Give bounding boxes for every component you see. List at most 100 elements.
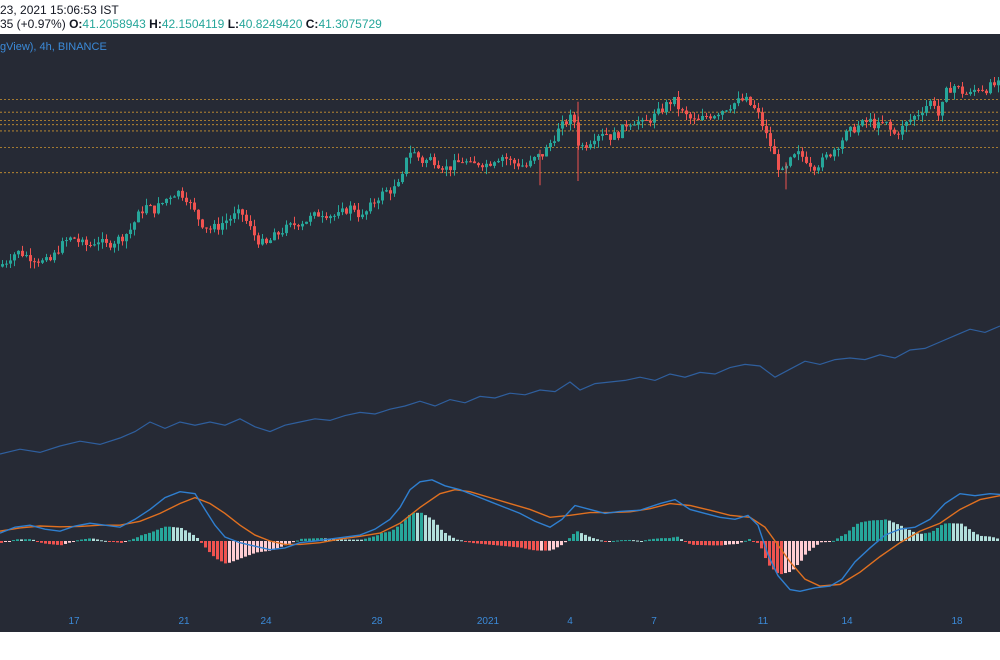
candle-body bbox=[601, 133, 604, 136]
macd-histogram-bar bbox=[224, 541, 227, 564]
macd-histogram-bar bbox=[316, 538, 319, 541]
macd-histogram-bar bbox=[160, 527, 163, 541]
candle-body bbox=[281, 233, 284, 235]
candle-body bbox=[641, 119, 644, 122]
macd-histogram-bar bbox=[884, 519, 887, 541]
candle-body bbox=[261, 238, 264, 245]
macd-histogram-bar bbox=[580, 533, 583, 541]
macd-histogram-bar bbox=[528, 541, 531, 550]
candle-body bbox=[305, 221, 308, 224]
macd-histogram-bar bbox=[944, 523, 947, 541]
candle-body bbox=[169, 197, 172, 199]
candle-body bbox=[617, 132, 620, 139]
macd-histogram-bar bbox=[632, 540, 635, 542]
macd-histogram-bar bbox=[248, 541, 251, 556]
candle-body bbox=[873, 118, 876, 129]
macd-histogram-bar bbox=[840, 535, 843, 541]
candle-body bbox=[733, 103, 736, 110]
macd-histogram-bar bbox=[888, 520, 891, 541]
candle-body bbox=[809, 162, 812, 167]
candle-body bbox=[21, 250, 24, 257]
macd-histogram-bar bbox=[928, 532, 931, 541]
candle-body bbox=[729, 109, 732, 111]
candle-body bbox=[861, 120, 864, 126]
candle-body bbox=[801, 151, 804, 157]
candle-body bbox=[605, 133, 608, 135]
candle-body bbox=[637, 121, 640, 125]
high-label: H: bbox=[149, 17, 162, 31]
macd-histogram-bar bbox=[608, 541, 611, 542]
macd-histogram-bar bbox=[568, 538, 571, 541]
macd-histogram-bar bbox=[612, 540, 615, 542]
macd-line bbox=[0, 479, 1000, 593]
candle-body bbox=[657, 108, 660, 114]
candle-body bbox=[529, 160, 532, 167]
macd-histogram-bar bbox=[572, 533, 575, 541]
macd-histogram-bar bbox=[780, 541, 783, 575]
macd-histogram-bar bbox=[912, 531, 915, 541]
macd-histogram-bar bbox=[284, 541, 287, 546]
macd-histogram-bar bbox=[832, 540, 835, 542]
candle-body bbox=[233, 213, 236, 219]
candle-body bbox=[977, 89, 980, 91]
candle-body bbox=[957, 86, 960, 88]
macd-histogram-bar bbox=[192, 534, 195, 541]
candle-body bbox=[477, 163, 480, 166]
macd-histogram-bar bbox=[388, 531, 391, 541]
macd-histogram-bar bbox=[480, 541, 483, 544]
candle-body bbox=[749, 96, 752, 106]
macd-histogram-bar bbox=[856, 523, 859, 541]
macd-histogram-bar bbox=[108, 541, 111, 542]
bottom-strip bbox=[0, 632, 1000, 660]
macd-histogram-bar bbox=[484, 541, 487, 545]
macd-histogram-bar bbox=[364, 538, 367, 541]
macd-histogram-bar bbox=[784, 541, 787, 574]
candle-body bbox=[13, 254, 16, 261]
candle-body bbox=[541, 154, 544, 157]
chart-header: 23, 2021 15:06:53 IST 35 (+0.97%) O:41.2… bbox=[0, 0, 1000, 34]
macd-histogram-bar bbox=[376, 535, 379, 541]
macd-histogram-bar bbox=[732, 541, 735, 545]
macd-histogram-bar bbox=[680, 539, 683, 541]
macd-histogram-bar bbox=[588, 536, 591, 541]
candle-body bbox=[773, 146, 776, 155]
macd-histogram-bar bbox=[292, 541, 295, 543]
macd-histogram-bar bbox=[276, 541, 279, 549]
candle-body bbox=[465, 161, 468, 163]
macd-histogram-bar bbox=[72, 541, 75, 542]
candle-body bbox=[453, 160, 456, 171]
candle-body bbox=[241, 209, 244, 215]
candle-body bbox=[557, 128, 560, 142]
macd-histogram-bar bbox=[952, 523, 955, 541]
macd-histogram-bar bbox=[344, 539, 347, 541]
candle-body bbox=[189, 202, 192, 204]
macd-histogram-bar bbox=[512, 541, 515, 547]
macd-histogram-bar bbox=[584, 534, 587, 541]
candle-body bbox=[725, 110, 728, 112]
candle-body bbox=[253, 226, 256, 236]
candle-body bbox=[913, 115, 916, 120]
candle-body bbox=[645, 119, 648, 121]
candle-body bbox=[769, 133, 772, 147]
macd-histogram-bar bbox=[704, 541, 707, 546]
macd-histogram-bar bbox=[220, 541, 223, 562]
macd-histogram-bar bbox=[96, 539, 99, 541]
candle-body bbox=[269, 240, 272, 244]
candle-body bbox=[325, 216, 328, 219]
macd-histogram-bar bbox=[40, 541, 43, 543]
macd-histogram-bar bbox=[212, 541, 215, 557]
candle-body bbox=[61, 241, 64, 253]
macd-histogram-bar bbox=[448, 535, 451, 541]
x-tick-label: 21 bbox=[178, 616, 190, 627]
candle-body bbox=[549, 142, 552, 148]
x-tick-label: 17 bbox=[68, 616, 80, 627]
candle-body bbox=[701, 115, 704, 121]
macd-histogram-bar bbox=[380, 533, 383, 541]
macd-histogram-bar bbox=[600, 540, 603, 542]
candle-body bbox=[1, 264, 4, 267]
macd-histogram-bar bbox=[592, 538, 595, 541]
macd-histogram-bar bbox=[672, 537, 675, 541]
candle-body bbox=[537, 154, 540, 157]
macd-histogram-bar bbox=[508, 541, 511, 547]
